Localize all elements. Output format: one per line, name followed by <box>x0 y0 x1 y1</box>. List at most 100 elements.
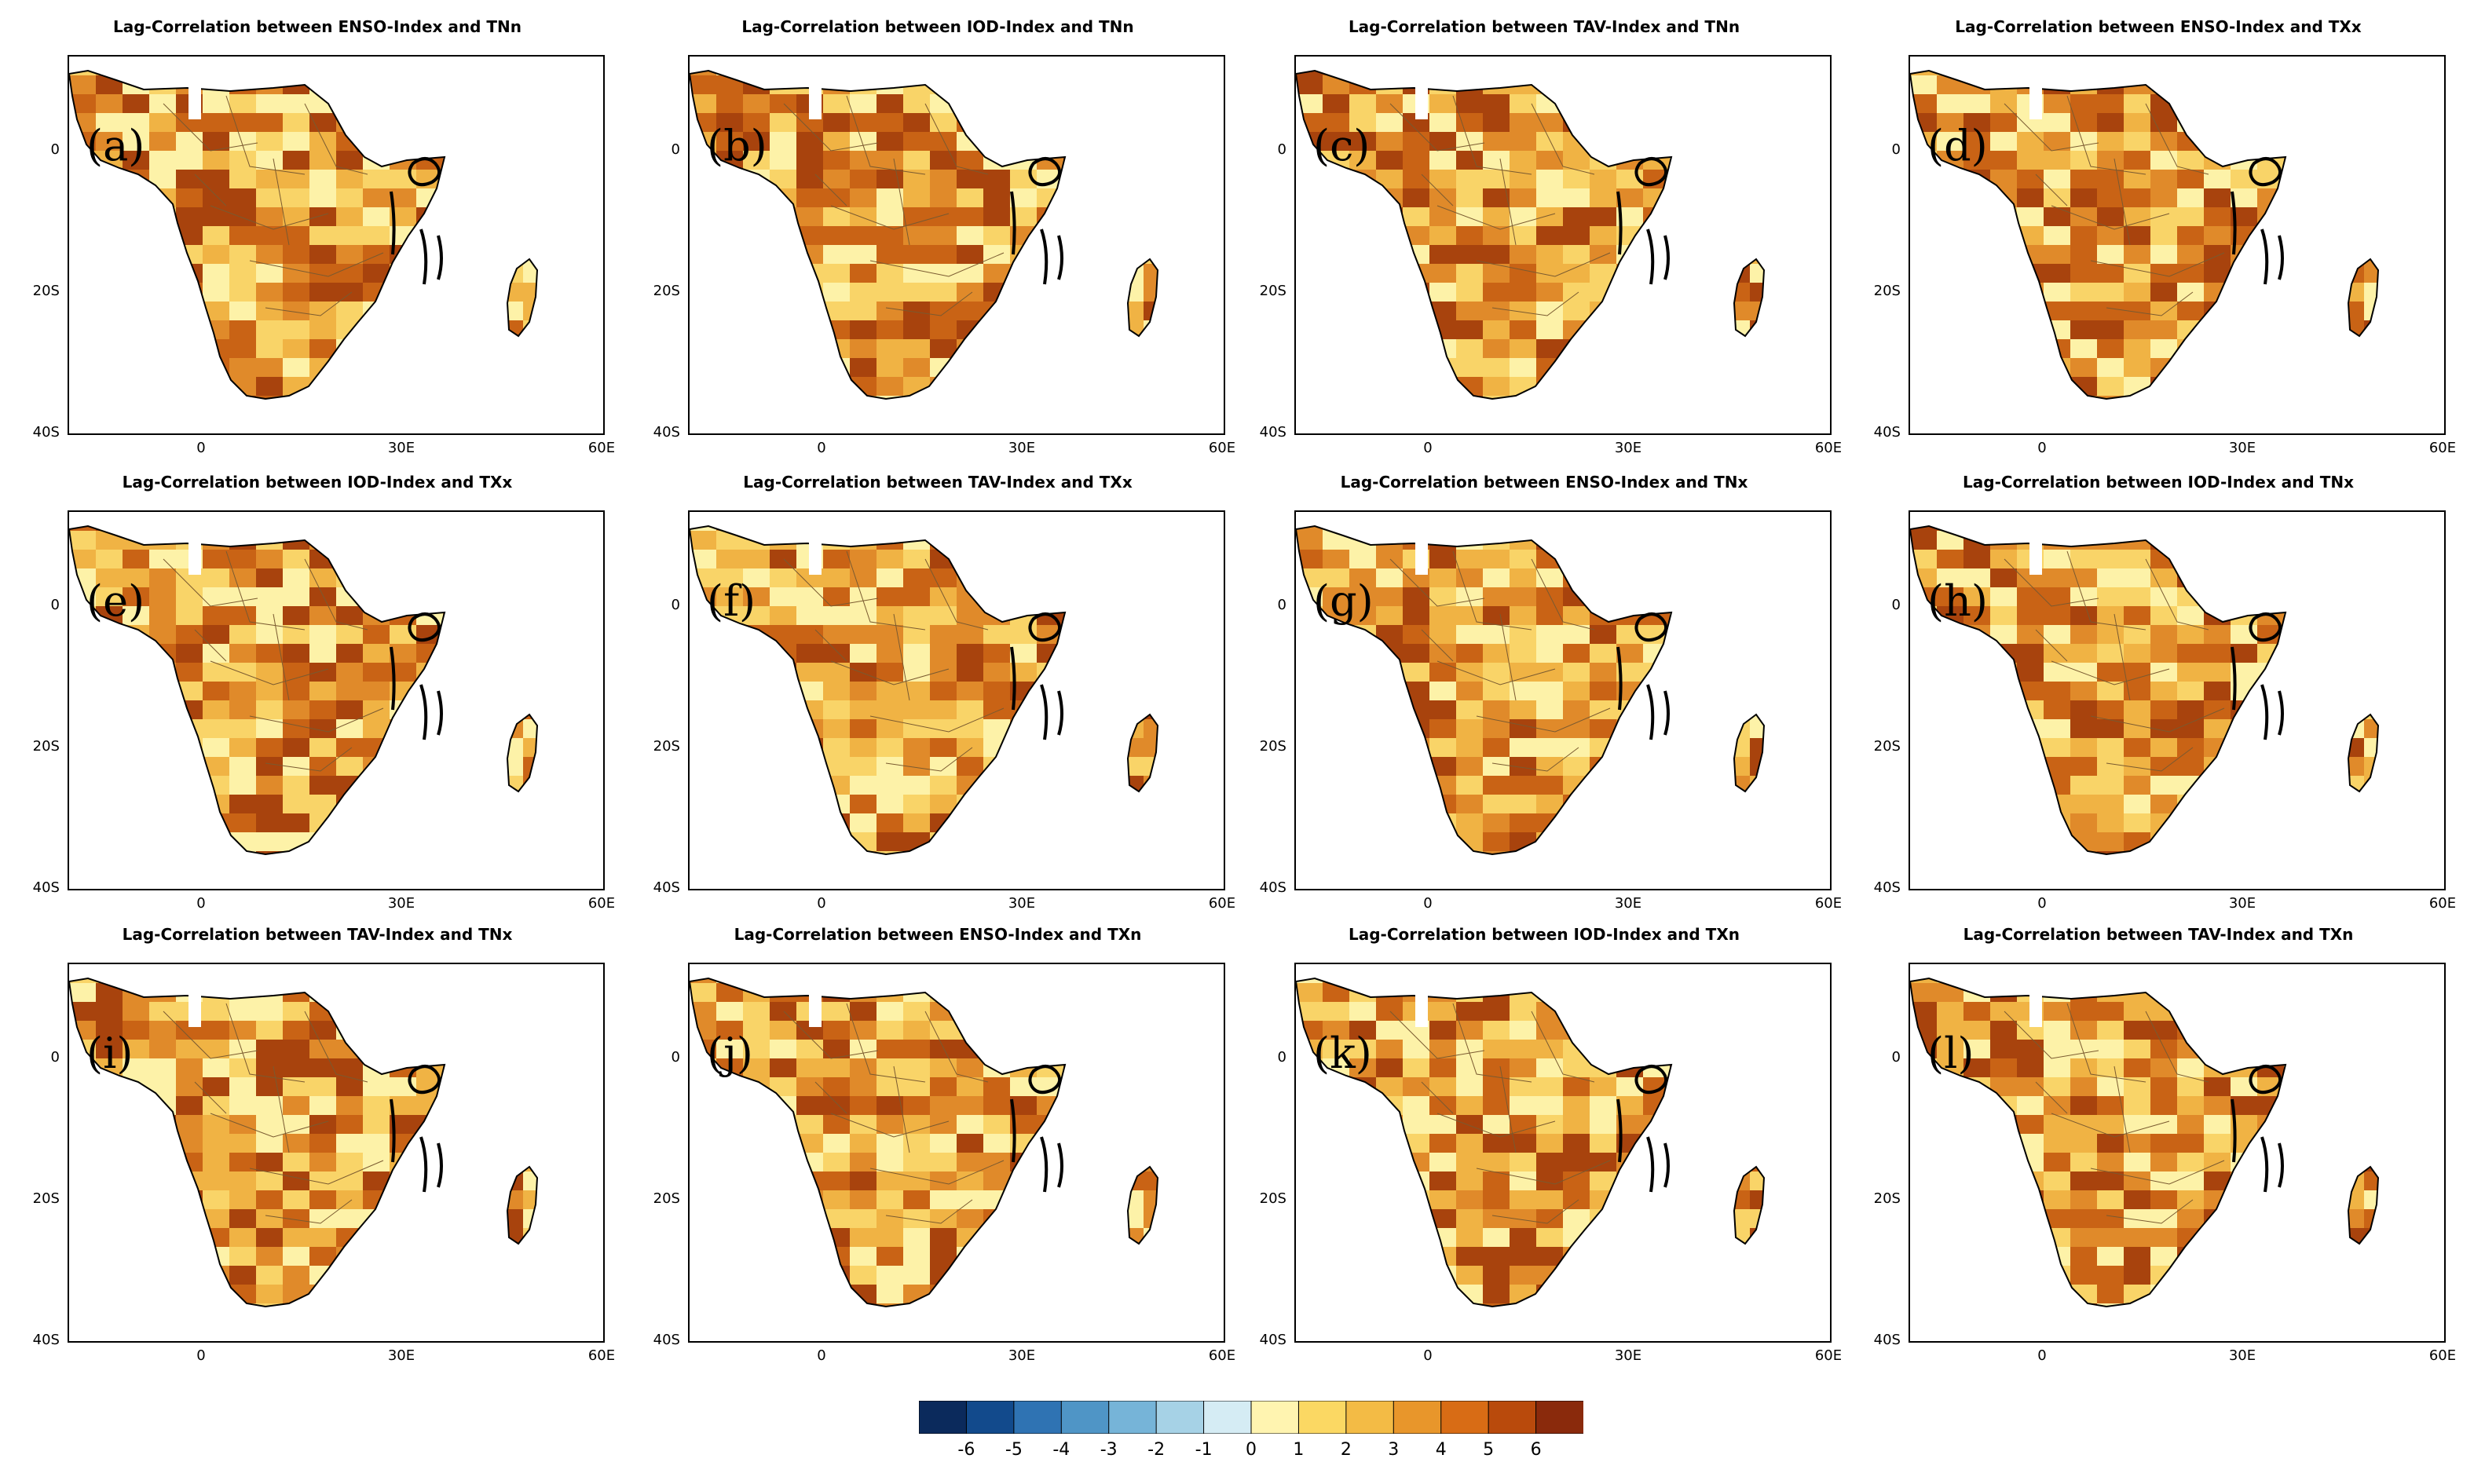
field-cell <box>550 151 576 170</box>
field-cell <box>1750 207 1764 226</box>
field-cell <box>69 795 96 813</box>
field-cell <box>2204 94 2231 113</box>
field-cell <box>550 870 576 889</box>
field-cell <box>1429 151 1456 170</box>
field-cell <box>1510 776 1536 795</box>
field-cell <box>2097 738 2124 757</box>
field-cell <box>2257 700 2284 719</box>
field-cell <box>1429 663 1456 682</box>
field-cell <box>1090 113 1117 132</box>
field-cell <box>2311 302 2337 320</box>
field-cell <box>1750 1115 1764 1134</box>
field-cell <box>850 625 877 644</box>
field-cell <box>1483 644 1510 663</box>
field-cell <box>1170 1285 1197 1303</box>
field-cell <box>2417 1209 2444 1228</box>
field-cell <box>416 870 443 889</box>
field-cell <box>2177 1096 2204 1115</box>
field-cell <box>1963 719 1990 738</box>
field-cell <box>496 71 523 75</box>
field-cell <box>850 415 877 433</box>
field-cell <box>336 531 363 550</box>
field-cell <box>1990 757 2017 776</box>
field-cell <box>2417 587 2444 606</box>
field-cell <box>1536 1021 1563 1040</box>
field-cell <box>2097 1021 2124 1040</box>
field-cell <box>1723 132 1750 151</box>
field-cell <box>690 978 716 983</box>
field-cell <box>1037 320 1063 339</box>
field-cell <box>149 813 176 832</box>
field-cell <box>2231 377 2257 396</box>
field-cell <box>523 113 537 132</box>
field-cell <box>2150 1153 2177 1171</box>
field-cell <box>877 568 903 587</box>
field-cell <box>2311 245 2337 264</box>
field-cell <box>496 663 523 682</box>
field-cell <box>1197 644 1224 663</box>
field-cell <box>1590 170 1616 188</box>
field-cell <box>743 1040 770 1058</box>
field-cell <box>1963 71 1990 75</box>
field-cell <box>1510 1021 1536 1040</box>
field-cell <box>2044 776 2070 795</box>
lat-tick-label: 0 <box>671 597 680 613</box>
field-cell <box>877 1077 903 1096</box>
field-cell <box>1037 415 1063 433</box>
field-cell <box>1777 625 1803 644</box>
field-cell <box>1963 415 1990 433</box>
field-cell <box>550 983 576 1002</box>
field-cell <box>1323 1322 1349 1341</box>
field-cell <box>1144 587 1158 606</box>
field-cell <box>770 207 796 226</box>
field-cell <box>1170 339 1197 358</box>
field-cell <box>256 377 283 396</box>
field-cell <box>1510 415 1536 433</box>
field-cell <box>1403 264 1429 283</box>
field-cell <box>1937 1190 1963 1209</box>
field-cell <box>1376 113 1403 132</box>
field-cell <box>2337 550 2364 568</box>
field-cell <box>1803 738 1830 757</box>
field-cell <box>2017 606 2044 625</box>
country-border <box>273 1065 290 1153</box>
field-cell <box>416 188 443 207</box>
lat-tick-label: 20S <box>1259 283 1286 299</box>
field-cell <box>1563 978 1590 983</box>
field-cell <box>203 320 229 339</box>
field-cell <box>2391 1134 2417 1153</box>
field-cell <box>1323 264 1349 283</box>
field-cell <box>1063 606 1090 625</box>
field-cell <box>2391 606 2417 625</box>
field-cell <box>2044 738 2070 757</box>
field-cell <box>363 1247 390 1266</box>
field-cell <box>363 1096 390 1115</box>
field-cell <box>2097 795 2124 813</box>
field-cell <box>336 606 363 625</box>
country-border <box>1452 1003 1532 1083</box>
field-cell <box>1563 264 1590 283</box>
great-lakes-outline <box>390 191 396 255</box>
field-cell <box>1963 983 1990 1002</box>
field-cell <box>1117 606 1144 625</box>
field-cell <box>796 606 823 625</box>
field-cell <box>1429 396 1456 399</box>
field-cell <box>443 1171 470 1190</box>
field-cell <box>2284 978 2311 983</box>
field-cell <box>1170 1153 1197 1171</box>
field-cell <box>957 978 983 983</box>
field-cell <box>2391 719 2417 738</box>
field-cell <box>2337 568 2364 587</box>
field-cell <box>1349 1190 1376 1209</box>
field-cell <box>957 1322 983 1341</box>
great-lakes-outline <box>419 684 428 740</box>
field-cell <box>470 757 496 776</box>
field-cell <box>576 550 603 568</box>
field-cell <box>1456 1002 1483 1021</box>
field-cell <box>2257 1153 2284 1171</box>
field-cell <box>283 320 309 339</box>
field-cell <box>336 71 363 75</box>
great-lakes-outline <box>1010 1098 1016 1163</box>
field-cell <box>2097 1002 2124 1021</box>
field-cell <box>877 813 903 832</box>
